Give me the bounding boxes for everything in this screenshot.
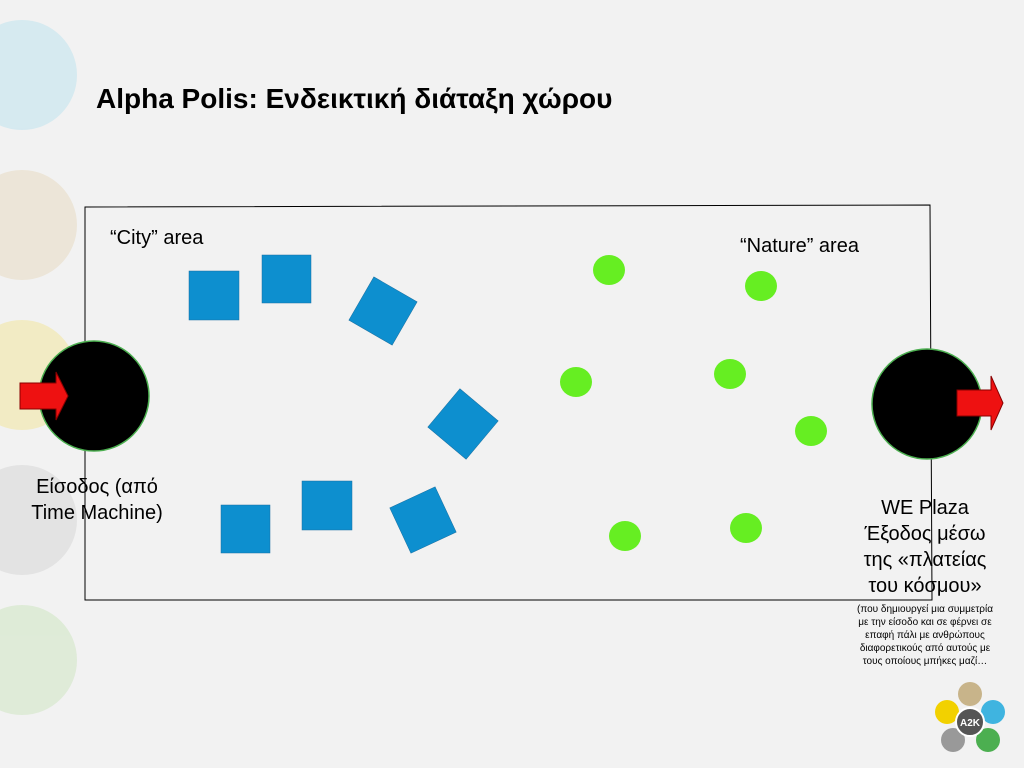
logo-circle: [941, 728, 965, 752]
exit-note: (που δημιουργεί μια συμμετρία: [857, 603, 993, 615]
tree: [609, 521, 641, 551]
tree: [730, 513, 762, 543]
exit-note: τους οποίους μπήκες μαζί…: [863, 655, 987, 667]
deco-circle: [0, 20, 77, 130]
entrance-label: Time Machine): [31, 502, 163, 524]
city-block: [389, 486, 457, 554]
side-decoration: [0, 20, 77, 715]
logo-center: [955, 707, 985, 737]
city-block: [261, 254, 312, 304]
tree: [714, 359, 746, 389]
exit-note: με την είσοδο και σε φέρνει σε: [858, 616, 992, 628]
logo-circle: [981, 700, 1005, 724]
logo-circle: [976, 728, 1000, 752]
slide-title: Alpha Polis: Ενδεικτική διάταξη χώρου: [96, 83, 612, 114]
tree: [593, 255, 625, 285]
nature-trees: [560, 255, 827, 551]
exit-label: του κόσμου»: [868, 575, 981, 597]
city-block: [348, 276, 418, 346]
entrance-label: Είσοδος (από: [36, 476, 158, 498]
entrance-arrow: [19, 371, 69, 421]
city-block: [301, 480, 353, 531]
logo-circle: [958, 682, 982, 706]
area-label: “Nature” area: [740, 235, 860, 257]
exit-arrow: [956, 375, 1004, 431]
exit-note: διαφορετικούς από αυτούς με: [860, 642, 991, 654]
deco-circle: [0, 465, 77, 575]
room-outline: [84, 204, 933, 601]
logo-text: A2K: [960, 718, 981, 729]
deco-circle: [0, 605, 77, 715]
city-block: [220, 504, 271, 554]
tree: [795, 416, 827, 446]
logo: A2K: [935, 682, 1005, 752]
area-label: “City” area: [110, 227, 204, 249]
tree: [745, 271, 777, 301]
exit-note: επαφή πάλι με ανθρώπους: [865, 629, 985, 641]
exit-label: της «πλατείας: [864, 549, 987, 571]
exit-label: Έξοδος μέσω: [863, 523, 985, 545]
deco-circle: [0, 170, 77, 280]
logo-circle: [935, 700, 959, 724]
city-block: [188, 270, 240, 321]
exit-label: WE Plaza: [881, 497, 970, 519]
city-blocks: [188, 254, 499, 554]
tree: [560, 367, 592, 397]
city-block: [427, 388, 499, 460]
